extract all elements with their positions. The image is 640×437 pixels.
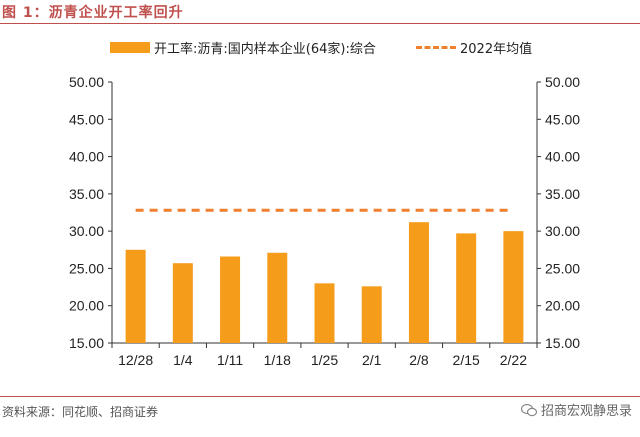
title-rule <box>0 23 640 24</box>
y-tick-label-left: 35.00 <box>69 186 104 202</box>
y-tick-label-left: 30.00 <box>69 223 104 239</box>
y-tick-label-right: 35.00 <box>545 186 580 202</box>
watermark: 招商宏观静思录 <box>520 400 632 419</box>
y-tick-label-left: 40.00 <box>69 149 104 165</box>
source-note: 资料来源：同花顺、招商证券 <box>2 405 159 419</box>
legend-label-average: 2022年均值 <box>460 42 533 57</box>
y-tick-label-left: 15.00 <box>69 335 104 351</box>
y-tick-label-left: 45.00 <box>69 111 104 127</box>
y-tick-label-right: 50.00 <box>545 74 580 90</box>
bar <box>220 256 241 343</box>
bar <box>267 252 288 343</box>
x-tick-label: 2/1 <box>362 352 382 368</box>
legend-item-average: 2022年均值 <box>416 38 532 57</box>
bottom-rule <box>0 396 640 397</box>
y-tick-label-left: 20.00 <box>69 298 104 314</box>
y-tick-label-left: 50.00 <box>69 74 104 90</box>
y-tick-label-right: 30.00 <box>545 223 580 239</box>
figure-title: 图 1：沥青企业开工率回升 <box>2 5 184 21</box>
bar <box>503 231 524 343</box>
x-tick-label: 1/11 <box>217 352 243 368</box>
x-tick-label: 2/22 <box>500 352 527 368</box>
bar <box>408 222 429 343</box>
y-tick-label-right: 40.00 <box>545 149 580 165</box>
legend-swatch-bar <box>110 42 150 53</box>
x-tick-label: 2/15 <box>453 352 480 368</box>
y-tick-label-right: 25.00 <box>545 260 580 276</box>
bar <box>125 249 146 343</box>
legend-label-bar: 开工率:沥青:国内样本企业(64家):综合 <box>154 42 376 57</box>
legend-swatch-dash <box>416 46 456 49</box>
chart-legend: 开工率:沥青:国内样本企业(64家):综合 2022年均值 <box>0 38 640 60</box>
watermark-text: 招商宏观静思录 <box>540 404 632 419</box>
x-tick-label: 2/8 <box>409 352 429 368</box>
y-tick-label-right: 20.00 <box>545 298 580 314</box>
bar <box>361 286 382 343</box>
bar-chart: 15.00 15.00 20.00 20.00 25.00 25.00 30.00 30.00… <box>69 74 580 368</box>
bar <box>456 233 477 343</box>
y-tick-label-right: 45.00 <box>545 111 580 127</box>
x-tick-label: 1/4 <box>173 352 193 368</box>
bar <box>172 263 193 343</box>
wechat-icon <box>520 403 537 416</box>
legend-item-bar: 开工率:沥青:国内样本企业(64家):综合 <box>110 38 376 57</box>
y-tick-label-right: 15.00 <box>545 335 580 351</box>
x-tick-label: 1/25 <box>311 352 338 368</box>
x-tick-label: 12/28 <box>118 352 153 368</box>
bar <box>314 283 335 343</box>
y-tick-label-left: 25.00 <box>69 260 104 276</box>
x-tick-label: 1/18 <box>264 352 291 368</box>
